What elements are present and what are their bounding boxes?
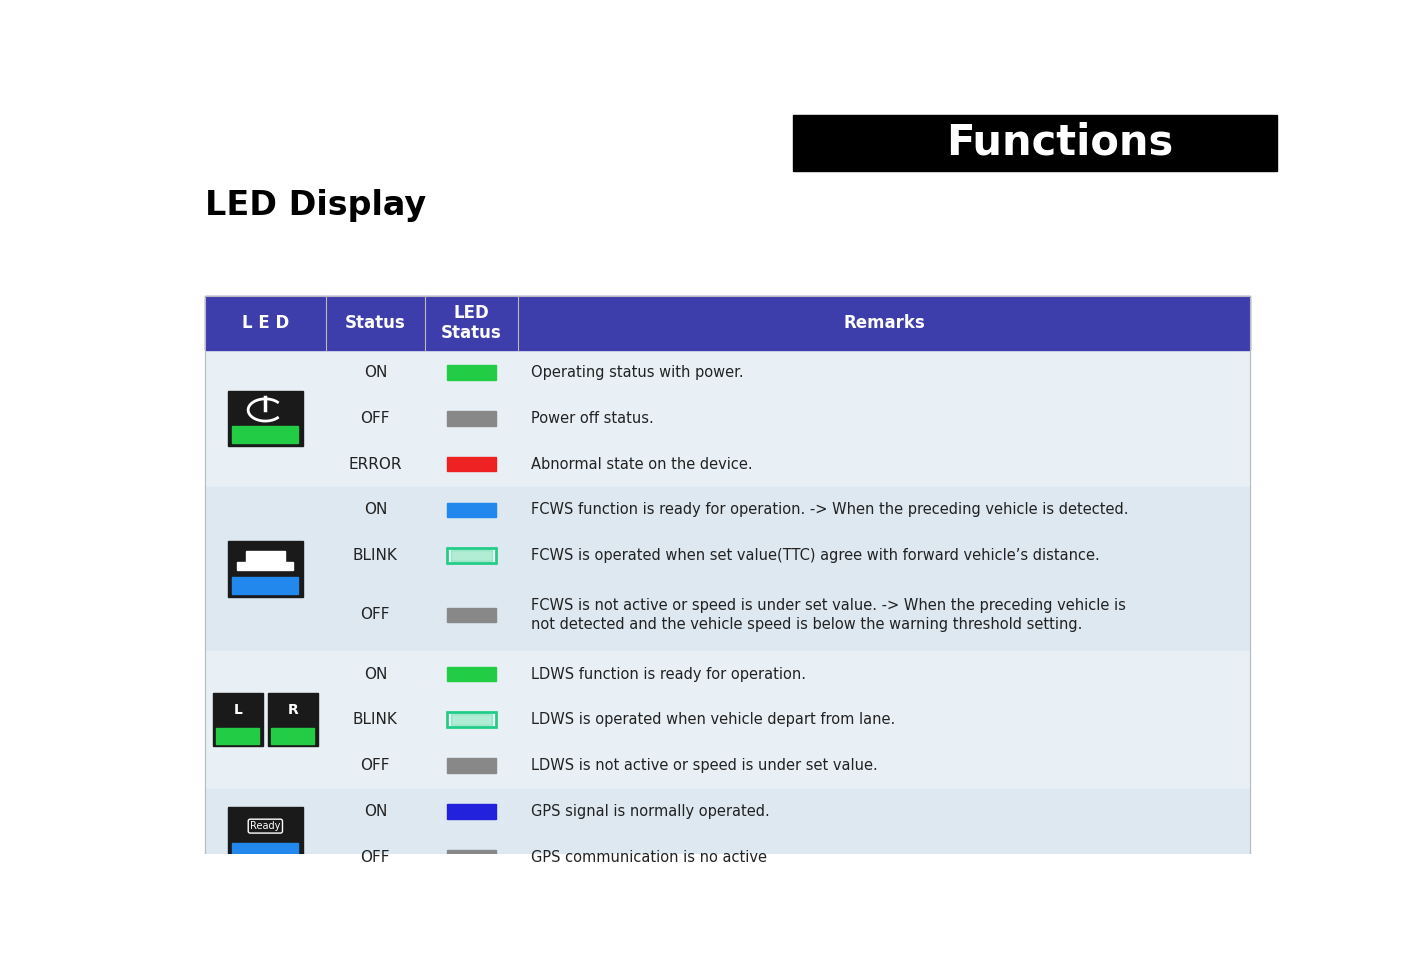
Bar	[447, 608, 497, 622]
Text: ON: ON	[363, 502, 387, 517]
Bar	[237, 562, 294, 570]
Bar	[204, 743, 1250, 788]
Text: ON: ON	[363, 804, 387, 819]
Bar	[204, 487, 1250, 533]
Text: FCWS is operated when set value(TTC) agree with forward vehicle’s distance.: FCWS is operated when set value(TTC) agr…	[532, 548, 1100, 564]
Text: LDWS is not active or speed is under set value.: LDWS is not active or speed is under set…	[532, 758, 878, 773]
Bar	[447, 712, 497, 728]
Text: L E D: L E D	[241, 314, 289, 332]
Bar	[228, 391, 302, 446]
Text: Operating status with power.: Operating status with power.	[532, 365, 744, 380]
Bar	[451, 550, 492, 562]
Text: ON: ON	[363, 666, 387, 682]
Text: Functions: Functions	[945, 122, 1174, 164]
Text: ON: ON	[363, 365, 387, 380]
Text: GPS communication is no active: GPS communication is no active	[532, 850, 768, 865]
Bar	[447, 804, 497, 819]
Text: LED Display: LED Display	[204, 189, 426, 223]
Bar	[204, 697, 1250, 743]
Bar	[204, 834, 1250, 880]
Bar	[204, 349, 1250, 396]
Bar	[447, 548, 497, 564]
Text: GPS signal is normally operated.: GPS signal is normally operated.	[532, 804, 771, 819]
Bar	[451, 714, 492, 726]
Bar	[204, 297, 1250, 349]
Text: LDWS function is ready for operation.: LDWS function is ready for operation.	[532, 666, 806, 682]
Text: OFF: OFF	[360, 758, 390, 773]
Bar	[204, 396, 1250, 442]
Text: BLINK: BLINK	[353, 548, 397, 564]
Bar	[204, 533, 1250, 579]
Text: OFF: OFF	[360, 850, 390, 865]
Bar	[793, 115, 1277, 171]
Text: BLINK: BLINK	[353, 712, 397, 728]
Text: OFF: OFF	[360, 608, 390, 622]
Bar	[447, 411, 497, 425]
Text: Status: Status	[345, 314, 406, 332]
Bar	[268, 693, 318, 747]
Text: Ready: Ready	[250, 821, 281, 831]
Bar	[213, 693, 263, 747]
Bar	[217, 729, 260, 744]
Bar	[233, 577, 298, 594]
Text: Remarks: Remarks	[843, 314, 925, 332]
Text: Power off status.: Power off status.	[532, 411, 654, 426]
Bar	[204, 579, 1250, 651]
Bar	[204, 651, 1250, 697]
Text: FCWS is not active or speed is under set value. -> When the preceding vehicle is: FCWS is not active or speed is under set…	[532, 598, 1127, 632]
Text: OFF: OFF	[360, 411, 390, 426]
Text: LED
Status: LED Status	[441, 303, 502, 343]
Bar	[233, 843, 298, 859]
Text: FCWS function is ready for operation. -> When the preceding vehicle is detected.: FCWS function is ready for operation. ->…	[532, 502, 1130, 517]
Bar	[447, 457, 497, 471]
Bar	[447, 666, 497, 682]
Text: Abnormal state on the device.: Abnormal state on the device.	[532, 457, 753, 471]
Bar	[204, 442, 1250, 487]
Bar	[447, 365, 497, 380]
Bar	[271, 729, 314, 744]
Bar	[447, 758, 497, 773]
Bar	[204, 788, 1250, 834]
Text: L: L	[233, 704, 243, 717]
Bar	[447, 850, 497, 865]
Bar	[228, 806, 302, 862]
Bar	[233, 426, 298, 443]
Bar	[228, 541, 302, 597]
Bar	[447, 712, 497, 728]
Bar	[447, 502, 497, 517]
Text: R: R	[288, 704, 298, 717]
Text: LDWS is operated when vehicle depart from lane.: LDWS is operated when vehicle depart fro…	[532, 712, 895, 728]
Bar	[447, 548, 497, 564]
Bar	[245, 551, 285, 562]
Bar	[204, 297, 1250, 880]
Text: ERROR: ERROR	[349, 457, 402, 471]
